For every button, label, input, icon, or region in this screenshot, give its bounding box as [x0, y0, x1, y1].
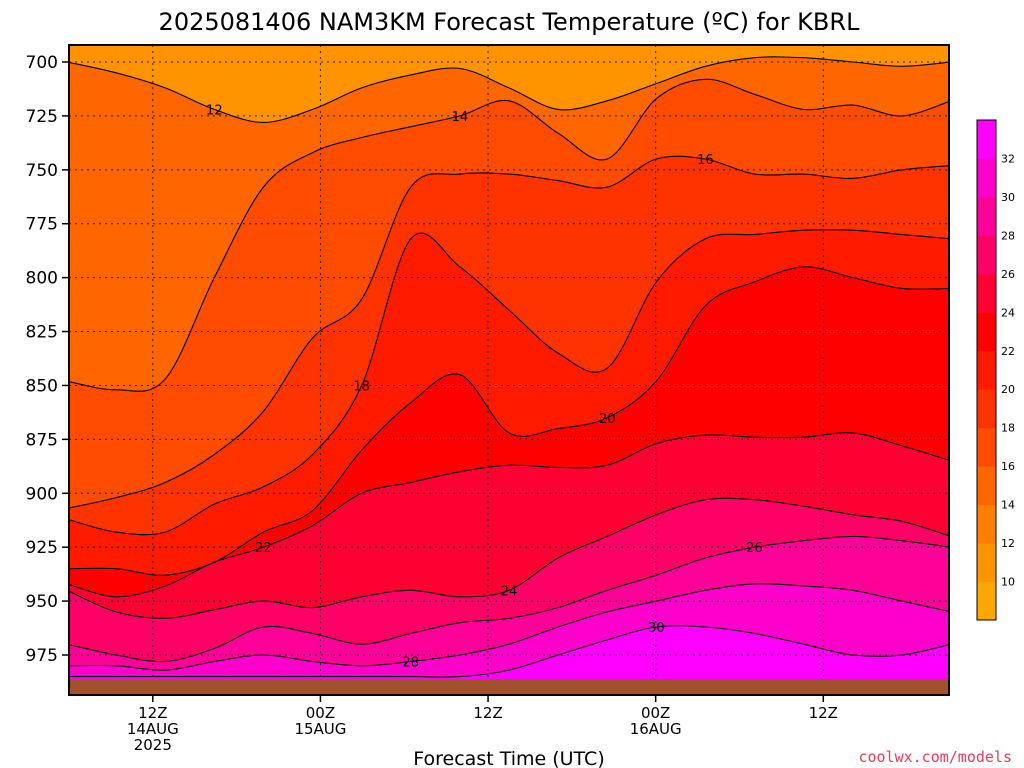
contour-line: [69, 497, 949, 619]
x-tick-label: 00Z: [641, 704, 670, 722]
colorbar-swatch: [977, 350, 996, 390]
y-tick-label: 850: [26, 376, 58, 396]
contour-label: 22: [255, 541, 272, 556]
colorbar-swatch: [977, 196, 996, 236]
colorbar-swatch: [977, 543, 996, 583]
y-tick-label: 950: [26, 592, 58, 612]
colorbar-swatch: [977, 273, 996, 313]
colorbar-label: 14: [1001, 499, 1015, 512]
x-tick-label: 15AUG: [294, 720, 346, 738]
y-tick-label: 800: [26, 269, 58, 289]
x-tick-label: 16AUG: [630, 720, 682, 738]
colorbar-swatch: [977, 504, 996, 544]
colorbar-frame: [976, 119, 997, 621]
contour-label: 16: [697, 153, 714, 168]
colorbar-label: 28: [1001, 229, 1015, 242]
x-tick-label: 2025: [134, 736, 172, 754]
credit-text: coolwx.com/models: [858, 748, 1012, 766]
x-axis-title: Forecast Time (UTC): [413, 748, 604, 768]
chart-title: 2025081406 NAM3KM Forecast Temperature (…: [159, 8, 861, 36]
colorbar-label: 24: [1001, 306, 1015, 319]
contour-label: 18: [353, 379, 370, 394]
y-tick-label: 825: [26, 323, 58, 343]
contour-label: 24: [501, 584, 518, 599]
x-tick-label: 12Z: [138, 704, 167, 722]
terrain-surface: [69, 679, 949, 695]
y-tick-label: 925: [26, 538, 58, 558]
colorbar-label: 10: [1001, 576, 1015, 589]
colorbar-label: 18: [1001, 422, 1015, 435]
colorbar-swatch: [977, 389, 996, 429]
colorbar: 10 12 14 16 18 20 22 24 26 28 30 32: [976, 119, 1015, 621]
contour-line: [69, 432, 949, 598]
colorbar-label: 22: [1001, 345, 1015, 358]
grid-lines: [69, 45, 949, 695]
y-tick-label: 775: [26, 215, 58, 235]
colorbar-swatch: [977, 312, 996, 352]
contour-label: 14: [452, 110, 469, 125]
x-tick-label: 00Z: [306, 704, 335, 722]
colorbar-swatch: [977, 235, 996, 275]
colorbar-swatch: [977, 427, 996, 467]
colorbar-swatch: [977, 120, 996, 159]
colorbar-label: 26: [1001, 268, 1015, 281]
contour-label: 30: [648, 621, 665, 636]
contour-label: 20: [599, 412, 616, 427]
colorbar-label: 32: [1001, 152, 1015, 165]
contour-line: [69, 78, 949, 392]
colorbar-swatch: [977, 158, 996, 198]
contour-label: 12: [206, 103, 223, 118]
contour-line: [69, 583, 949, 671]
y-tick-label: 875: [26, 430, 58, 450]
contour-line: [69, 535, 949, 663]
contour-line: [69, 155, 949, 509]
contour-line: [69, 625, 949, 678]
colorbar-label: 12: [1001, 537, 1015, 550]
colorbar-label: 20: [1001, 383, 1015, 396]
colorbar-swatch: [977, 581, 996, 621]
contour-line: [69, 56, 949, 123]
contour-line: [69, 229, 949, 536]
colorbar-swatch: [977, 466, 996, 506]
plot-area: [69, 45, 949, 695]
y-tick-label: 750: [26, 161, 58, 181]
y-tick-label: 975: [26, 646, 58, 666]
y-axis: 700 725 750 775 800 825 850 875 900 925 950 975: [26, 53, 69, 666]
colorbar-label: 30: [1001, 191, 1015, 204]
contour-labels: 12 14 16 18 20 22 24 26 28 30: [206, 103, 763, 670]
colorbar-label: 16: [1001, 460, 1015, 473]
y-tick-label: 700: [26, 53, 58, 73]
temperature-band: [69, 625, 949, 695]
contour-label: 26: [746, 541, 763, 556]
plot-frame: [68, 44, 950, 696]
x-tick-label: 12Z: [473, 704, 502, 722]
x-tick-label: 12Z: [809, 704, 838, 722]
contour-lines: [69, 56, 949, 678]
contour-label: 28: [403, 655, 420, 670]
y-tick-label: 725: [26, 107, 58, 127]
y-tick-label: 900: [26, 484, 58, 504]
x-tick-label: 14AUG: [127, 720, 179, 738]
